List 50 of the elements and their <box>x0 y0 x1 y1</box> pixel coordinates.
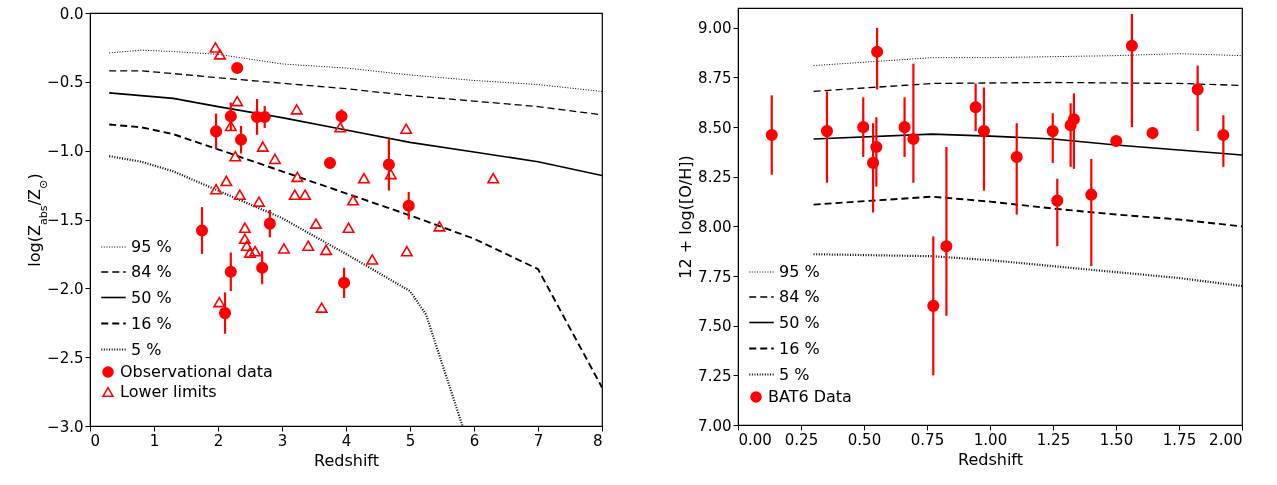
x-tick-label: 1.50 <box>1099 430 1134 449</box>
legend-label: BAT6 Data <box>768 387 852 406</box>
x-tick-label: 1 <box>149 431 160 450</box>
x-axis-title: Redshift <box>958 449 1023 469</box>
x-tick-label: 1.25 <box>1036 430 1071 449</box>
y-tick-label: −0.5 <box>47 73 84 92</box>
legend-label: 50 % <box>779 312 820 332</box>
x-tick-label: 0.75 <box>910 430 945 449</box>
y-tick-label: 8.00 <box>698 217 732 236</box>
y-tick-label: 7.75 <box>698 267 732 286</box>
legend-label: Lower limits <box>120 382 217 401</box>
x-tick-label: 2 <box>213 431 224 450</box>
x-tick-label: 1.75 <box>1162 430 1197 449</box>
legend-label: 5 % <box>779 364 810 384</box>
y-tick-label: −3.0 <box>47 417 84 436</box>
x-tick-label: 3 <box>277 431 288 450</box>
x-tick-label: 5 <box>405 431 416 450</box>
y-tick-label: 0.0 <box>59 4 84 23</box>
y-tick-label: 7.00 <box>698 416 732 435</box>
x-tick-label: 2.00 <box>1209 430 1243 449</box>
x-tick-label: 1.00 <box>973 430 1008 449</box>
legend-label: Observational data <box>120 362 273 381</box>
legend-label: 84 % <box>131 262 172 281</box>
x-tick-label: 0.00 <box>738 430 772 449</box>
y-tick-label: 7.25 <box>698 366 732 385</box>
x-tick-label: 0 <box>90 431 101 450</box>
x-tick-label: 6 <box>469 431 480 450</box>
legend-label: 84 % <box>779 287 820 306</box>
y-tick-label: −1.0 <box>47 142 84 161</box>
legend-label: 16 % <box>779 338 820 358</box>
legend-label: 95 % <box>131 237 172 256</box>
y-tick-label: −2.5 <box>47 348 84 367</box>
legend-label: 95 % <box>779 262 820 281</box>
legend-label: 16 % <box>131 313 172 333</box>
y-axis-title: 12 + log([O/H]) <box>676 155 696 279</box>
legend-label: 5 % <box>131 339 162 359</box>
legend-label: 50 % <box>131 287 172 307</box>
x-tick-label: 4 <box>341 431 352 450</box>
y-tick-label: −2.0 <box>47 279 84 298</box>
y-tick-label: 8.50 <box>698 118 732 137</box>
y-tick-label: −1.5 <box>47 211 84 229</box>
y-tick-label: 8.25 <box>698 168 732 187</box>
x-tick-label: 7 <box>533 431 544 450</box>
x-tick-label: 0.25 <box>784 430 819 449</box>
x-tick-label: 8 <box>592 431 603 450</box>
x-axis-title: Redshift <box>314 450 379 470</box>
y-tick-label: 9.00 <box>698 19 732 38</box>
y-tick-label: 8.75 <box>698 69 732 87</box>
y-tick-label: 7.50 <box>698 317 732 336</box>
x-tick-label: 0.50 <box>847 430 882 449</box>
